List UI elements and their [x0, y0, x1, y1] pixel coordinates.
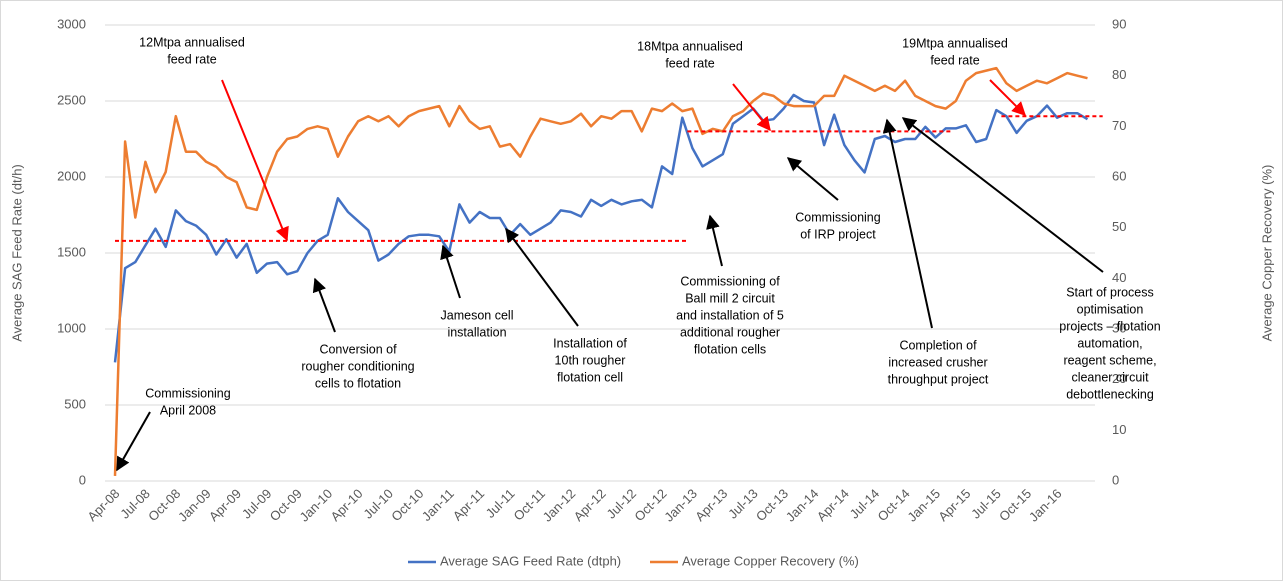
annotation-text: additional rougher: [680, 325, 780, 339]
annotation-text: Completion of: [899, 338, 977, 352]
y-tick-label: 2000: [57, 168, 86, 183]
annotation-arrow: [901, 117, 1104, 273]
annotation-text: Start of process: [1066, 285, 1154, 299]
y2-tick-label: 60: [1112, 168, 1126, 183]
annotation-text: Commissioning: [795, 210, 880, 224]
y2-tick-label: 70: [1112, 118, 1126, 133]
y-tick-label: 2500: [57, 92, 86, 107]
y-tick-label: 3000: [57, 16, 86, 31]
annotation-text: of IRP project: [800, 227, 876, 241]
annotation-text: Jameson cell: [441, 308, 514, 322]
annotation-arrow: [116, 411, 151, 472]
annotation-arrow: [786, 157, 839, 201]
annotation-arrow: [732, 83, 771, 132]
annotation-text: rougher conditioning: [301, 359, 414, 373]
annotation-text: flotation cell: [557, 370, 623, 384]
y-tick-label: 1000: [57, 320, 86, 335]
y2-tick-label: 90: [1112, 16, 1126, 31]
annotation-text: projects – flotation: [1059, 319, 1160, 333]
annotation-text: increased crusher: [888, 355, 987, 369]
legend-label: Average SAG Feed Rate (dtph): [440, 553, 621, 568]
annotation-text: April 2008: [160, 403, 216, 417]
annotation-arrow: [882, 118, 933, 329]
annotation-text: optimisation: [1077, 302, 1144, 316]
y2-tick-label: 0: [1112, 472, 1119, 487]
annotation-text: 10th rougher: [555, 353, 626, 367]
annotation-text: reagent scheme,: [1063, 353, 1156, 367]
y-tick-label: 0: [79, 472, 86, 487]
annotation-text: Conversion of: [319, 342, 397, 356]
annotation-text: debottlenecking: [1066, 387, 1154, 401]
annotation-arrow: [312, 277, 336, 333]
y-tick-label: 1500: [57, 244, 86, 259]
annotation-text: flotation cells: [694, 342, 766, 356]
series-line: [113, 66, 1088, 476]
y2-tick-label: 10: [1112, 422, 1126, 437]
annotation-text: throughput project: [888, 372, 989, 386]
annotation-text: 12Mtpa annualised: [139, 35, 245, 49]
series-line: [113, 93, 1089, 363]
annotation-text: automation,: [1077, 336, 1142, 350]
annotation-text: 18Mtpa annualised: [637, 39, 743, 53]
y-tick-label: 500: [64, 396, 86, 411]
annotation-text: Installation of: [553, 336, 627, 350]
y2-tick-label: 40: [1112, 270, 1126, 285]
annotation-text: cleaner circuit: [1071, 370, 1149, 384]
annotation-text: feed rate: [167, 52, 216, 66]
annotation-arrow: [706, 214, 723, 267]
y2-axis-title: Average Copper Recovery (%): [1259, 165, 1274, 342]
y2-tick-label: 50: [1112, 219, 1126, 234]
y-axis-title: Average SAG Feed Rate (dt/h): [9, 164, 24, 342]
y2-tick-label: 30: [1112, 320, 1126, 335]
y2-tick-label: 80: [1112, 67, 1126, 82]
annotation-text: feed rate: [930, 53, 979, 67]
annotation-arrow: [989, 79, 1026, 116]
annotation-text: and installation of 5: [676, 308, 784, 322]
annotation-text: Ball mill 2 circuit: [685, 291, 775, 305]
y2-tick-label: 20: [1112, 371, 1126, 386]
annotation-text: feed rate: [665, 56, 714, 70]
legend-label: Average Copper Recovery (%): [682, 553, 859, 568]
annotation-arrow: [505, 227, 579, 327]
annotation-text: cells to flotation: [315, 376, 401, 390]
annotation-arrow: [221, 79, 289, 242]
annotation-arrow: [440, 244, 461, 299]
annotation-text: 19Mtpa annualised: [902, 36, 1008, 50]
annotation-text: installation: [447, 325, 506, 339]
annotation-text: Commissioning: [145, 386, 230, 400]
annotation-text: Commissioning of: [680, 274, 780, 288]
